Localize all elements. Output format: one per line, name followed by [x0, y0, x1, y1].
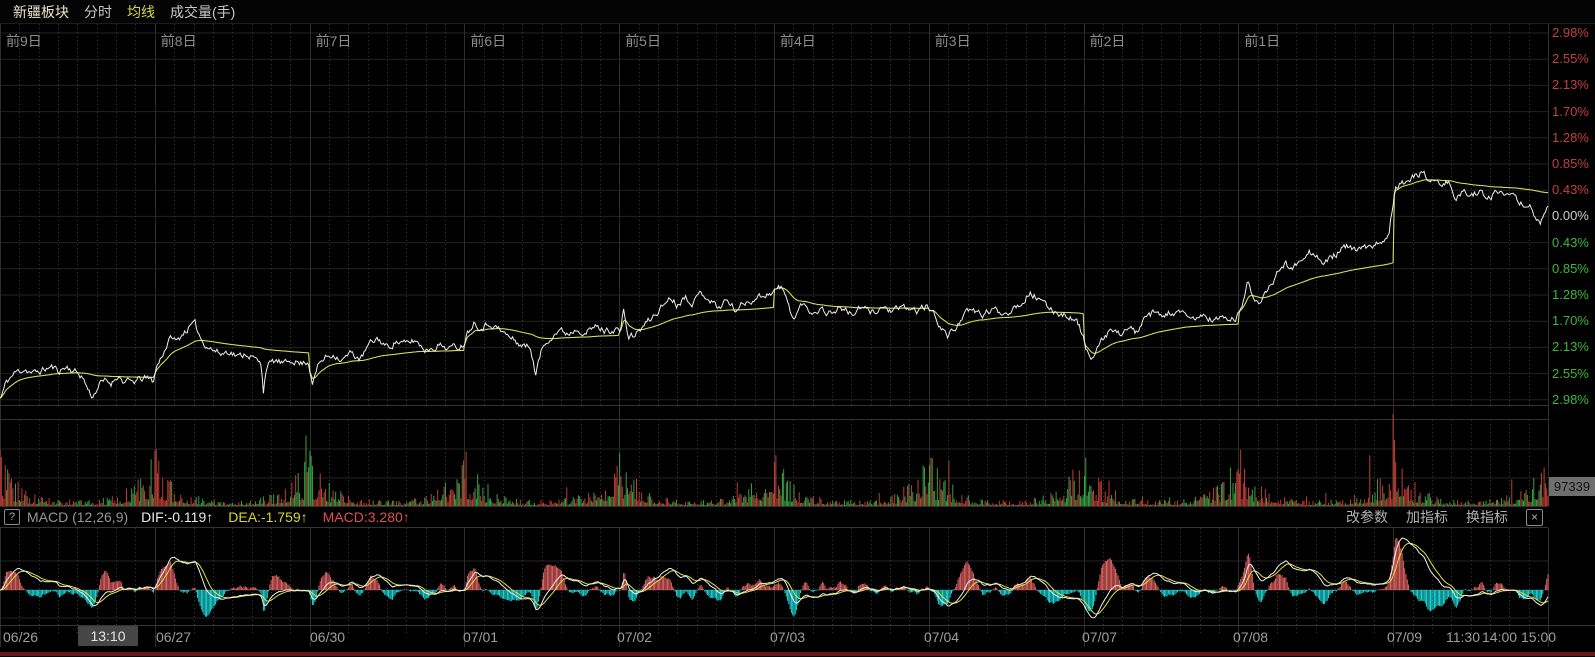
time-axis-label: 11:30 — [1446, 629, 1480, 645]
time-axis: 13:10 06/26 06/27 06/30 07/01 07/02 07/03 07/0… — [0, 626, 1595, 647]
day-label: 前8日 — [160, 33, 197, 49]
grid-lines — [0, 24, 1595, 647]
day-label: 前7日 — [315, 33, 352, 49]
dea-value: DEA:-1.759↑ — [228, 509, 308, 525]
day-label: 前5日 — [625, 33, 661, 49]
price-axis-label: 0.85% — [1552, 156, 1589, 171]
help-icon[interactable]: ? — [4, 509, 20, 525]
tab-volume[interactable]: 成交量(手) — [170, 3, 236, 20]
dif-line — [0, 537, 1549, 619]
price-line — [0, 170, 1549, 399]
time-axis-label: 15:00 — [1521, 629, 1557, 645]
price-axis-label: 2.55% — [1552, 365, 1589, 381]
day-label: 前3日 — [934, 33, 971, 49]
price-axis-label: 1.70% — [1552, 103, 1589, 119]
price-axis-label: 2.98% — [1552, 25, 1589, 40]
price-axis-label: 1.28% — [1552, 287, 1589, 302]
price-axis-label: 1.70% — [1552, 313, 1589, 329]
crosshair-time-label: 13:10 — [78, 626, 138, 646]
price-axis-label: 2.13% — [1552, 339, 1589, 355]
day-label: 前2日 — [1089, 33, 1126, 49]
latest-volume-badge: 97339 — [1549, 477, 1595, 496]
time-axis-label: 06/30 — [310, 629, 346, 645]
day-label: 前4日 — [780, 33, 816, 49]
time-axis-label: 06/27 — [156, 629, 192, 645]
macd-toolbar: ? MACD (12,26,9) DIF:-0.119↑ DEA:-1.759↑… — [0, 507, 1595, 527]
bottom-scroll-strip[interactable] — [0, 652, 1595, 656]
price-axis-label: 2.13% — [1552, 77, 1589, 93]
day-label: 前9日 — [6, 33, 42, 49]
close-icon[interactable]: × — [1526, 508, 1543, 526]
day-label: 前6日 — [470, 33, 507, 49]
time-axis-label: 07/02 — [617, 629, 653, 645]
change-params-button[interactable]: 改参数 — [1346, 509, 1388, 525]
volume-bars — [0, 414, 1549, 506]
day-label: 前1日 — [1244, 33, 1281, 49]
switch-indicator-button[interactable]: 换指标 — [1466, 509, 1508, 525]
time-axis-label: 06/26 — [3, 629, 39, 645]
price-axis-label: 0.43% — [1552, 182, 1589, 198]
macd-toolbar-right: 改参数 加指标 换指标 × — [1346, 507, 1595, 527]
symbol-name: 新疆板块 — [13, 3, 69, 20]
macd-value: MACD:3.280↑ — [322, 509, 410, 525]
price-axis-label: 0.00% — [1552, 208, 1589, 224]
tab-junxian[interactable]: 均线 — [127, 3, 155, 20]
time-axis-label: 07/04 — [924, 629, 960, 645]
time-axis-label: 14:00 — [1482, 629, 1518, 645]
macd-indicator-label: MACD (12,26,9) — [27, 509, 129, 525]
time-axis-label: 07/09 — [1387, 629, 1423, 645]
time-axis-label: 07/03 — [770, 629, 806, 645]
top-menu-bar: 新疆板块 分时 均线 成交量(手) — [0, 0, 1595, 24]
price-axis-label: 2.98% — [1552, 391, 1589, 407]
price-axis-label: 0.43% — [1552, 234, 1589, 250]
time-axis-label: 07/07 — [1082, 629, 1118, 645]
add-indicator-button[interactable]: 加指标 — [1406, 509, 1448, 525]
price-axis-label: 2.55% — [1552, 51, 1589, 67]
time-axis-label: 07/01 — [463, 629, 499, 645]
average-price-line — [0, 179, 1549, 399]
dif-value: DIF:-0.119↑ — [141, 509, 214, 525]
tab-fenshi[interactable]: 分时 — [84, 3, 112, 20]
price-axis-label: 0.85% — [1552, 260, 1589, 276]
time-axis-label: 07/08 — [1233, 629, 1269, 645]
price-axis-label: 1.28% — [1552, 129, 1589, 145]
